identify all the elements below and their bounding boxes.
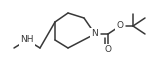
Text: NH: NH [20,35,34,45]
Text: O: O [117,22,124,30]
Text: O: O [105,45,112,55]
Text: N: N [92,30,98,39]
